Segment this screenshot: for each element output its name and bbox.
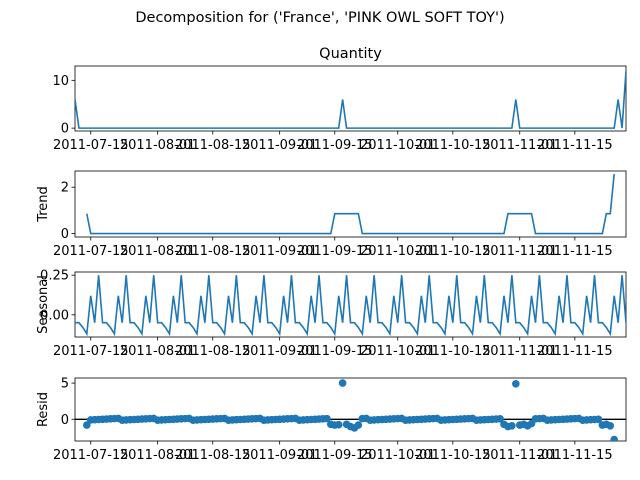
x-tick-label: 2011-11-01 [482, 448, 558, 463]
y-tick-label: 0.00 [40, 308, 69, 323]
x-tick-label: 2011-08-15 [175, 138, 251, 153]
x-tick-label: 2011-10-01 [360, 138, 436, 153]
x-tick-label: 2011-08-01 [120, 138, 196, 153]
x-tick-label: 2011-10-15 [415, 344, 491, 359]
series-line [75, 70, 626, 129]
x-tick-label: 2011-09-01 [242, 344, 318, 359]
x-tick-label: 2011-07-15 [53, 138, 129, 153]
axes-frame [74, 271, 627, 338]
resid-point [610, 435, 618, 441]
x-tick-label: 2011-09-15 [297, 344, 373, 359]
x-tick-label: 2011-07-15 [53, 344, 129, 359]
resid-point [354, 421, 363, 429]
x-tick-label: 2011-07-15 [53, 244, 129, 259]
plot-area [83, 379, 618, 441]
x-tick-label: 2011-10-15 [415, 448, 491, 463]
y-axis-label: Trend [36, 186, 51, 223]
x-tick-label: 2011-09-15 [297, 448, 373, 463]
panel-trend: 022011-07-152011-08-012011-08-152011-09-… [36, 170, 627, 259]
axes-frame [74, 170, 627, 238]
panels: 0102011-07-152011-08-012011-08-152011-09… [36, 46, 627, 463]
y-tick-label: 0 [61, 227, 69, 242]
plot-area [86, 173, 615, 235]
y-tick-label: 0 [61, 413, 69, 428]
x-tick-label: 2011-11-15 [537, 244, 613, 259]
series-line [86, 173, 615, 235]
x-tick-label: 2011-10-01 [360, 448, 436, 463]
y-tick-label: 0.25 [40, 269, 69, 284]
resid-point [338, 379, 347, 387]
plot-area [75, 275, 626, 337]
y-axis-label: Seasonal [36, 275, 51, 334]
series-line [75, 275, 626, 337]
x-tick-label: 2011-10-15 [415, 138, 491, 153]
x-tick-label: 2011-10-01 [360, 244, 436, 259]
y-tick-label: 10 [52, 74, 69, 89]
panel-resid: 502011-07-152011-08-012011-08-152011-09-… [36, 377, 627, 463]
x-tick-label: 2011-08-15 [175, 448, 251, 463]
resid-point [594, 415, 603, 424]
x-tick-label: 2011-08-01 [120, 244, 196, 259]
x-tick-label: 2011-09-01 [242, 244, 318, 259]
y-axis-label: Resid [36, 392, 51, 427]
x-tick-label: 2011-08-01 [120, 344, 196, 359]
y-tick-label: 0 [61, 122, 69, 137]
resid-point [508, 421, 516, 430]
panel-seasonal: 0.250.002011-07-152011-08-012011-08-1520… [36, 269, 627, 359]
x-tick-label: 2011-07-15 [53, 448, 129, 463]
x-tick-label: 2011-11-15 [537, 448, 613, 463]
resid-point [512, 379, 520, 388]
x-tick-label: 2011-10-15 [415, 244, 491, 259]
resid-point [334, 420, 343, 429]
plot-area [75, 70, 626, 129]
x-tick-label: 2011-11-01 [482, 244, 558, 259]
x-tick-label: 2011-09-15 [297, 138, 373, 153]
panel-quantity: 0102011-07-152011-08-012011-08-152011-09… [52, 46, 627, 153]
x-tick-label: 2011-08-15 [175, 344, 251, 359]
panel-title: Quantity [319, 46, 382, 62]
resid-point [606, 421, 615, 430]
x-tick-label: 2011-11-15 [537, 138, 613, 153]
y-tick-label: 5 [61, 377, 69, 392]
resid-point [496, 415, 504, 423]
x-tick-label: 2011-11-01 [482, 138, 558, 153]
x-tick-label: 2011-09-01 [242, 448, 318, 463]
resid-point [323, 414, 331, 423]
y-tick-label: 2 [61, 181, 69, 196]
x-tick-label: 2011-11-01 [482, 344, 558, 359]
x-tick-label: 2011-09-15 [297, 244, 373, 259]
x-tick-label: 2011-09-01 [242, 138, 318, 153]
x-tick-label: 2011-08-15 [175, 244, 251, 259]
x-tick-label: 2011-10-01 [360, 344, 436, 359]
x-tick-label: 2011-11-15 [537, 344, 613, 359]
figure-title: Decomposition for ('France', 'PINK OWL S… [135, 10, 504, 26]
x-tick-label: 2011-08-01 [120, 448, 196, 463]
axes-frame [74, 377, 627, 442]
axes-frame [74, 65, 627, 132]
resid-point [83, 421, 91, 429]
